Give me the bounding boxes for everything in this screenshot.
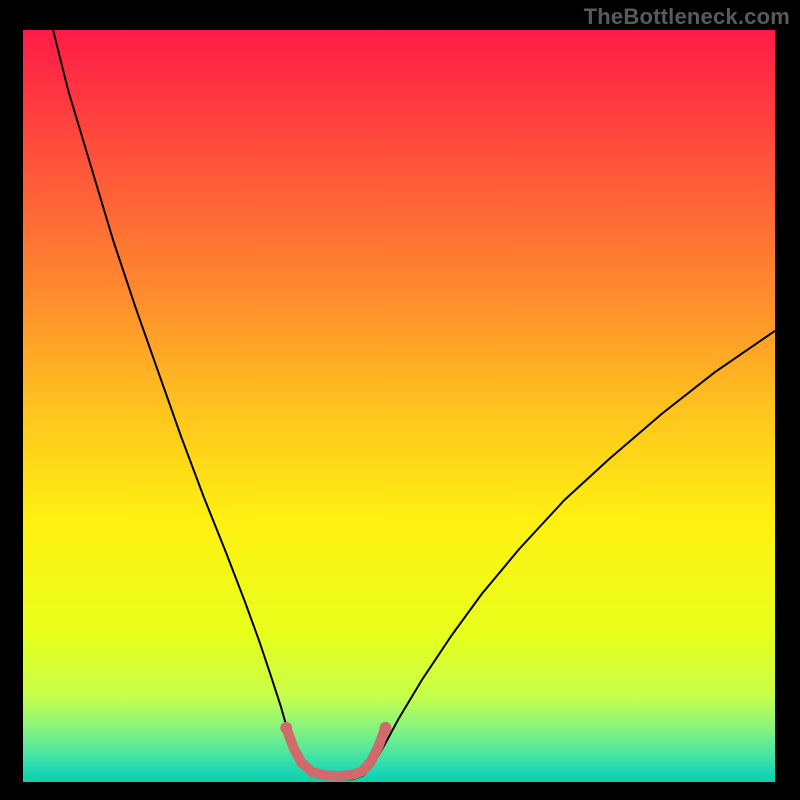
optimal-range-end-marker <box>379 722 391 734</box>
watermark-text: TheBottleneck.com <box>584 4 790 30</box>
chart-stage: TheBottleneck.com <box>0 0 800 800</box>
bottleneck-curve-chart <box>0 0 800 800</box>
optimal-range-start-marker <box>280 722 292 734</box>
plot-background <box>23 30 775 782</box>
